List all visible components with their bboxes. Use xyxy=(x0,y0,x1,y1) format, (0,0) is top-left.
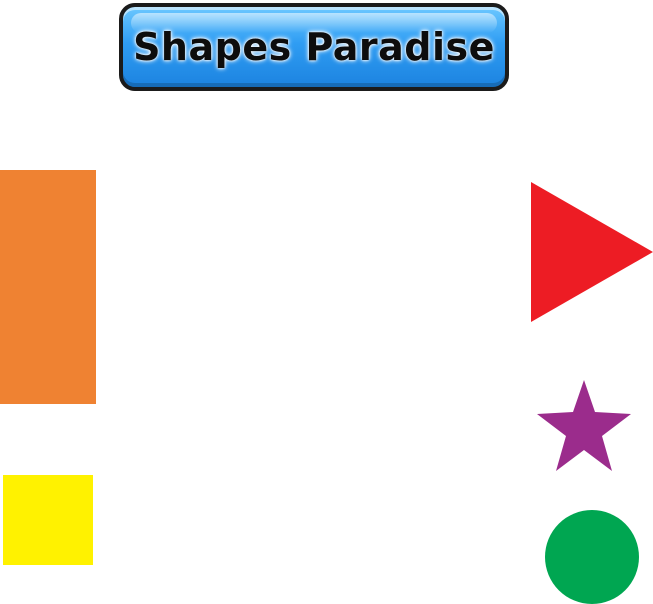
green-circle-shape[interactable] xyxy=(545,510,639,604)
orange-rectangle-shape[interactable] xyxy=(0,170,96,404)
title-banner: Shapes Paradise xyxy=(119,3,509,91)
red-triangle-shape[interactable] xyxy=(531,182,653,322)
purple-star-shape[interactable] xyxy=(535,380,633,472)
triangle-polygon xyxy=(531,182,653,322)
game-title: Shapes Paradise xyxy=(133,25,495,69)
yellow-square-shape[interactable] xyxy=(3,475,93,565)
star-polygon xyxy=(537,380,631,471)
